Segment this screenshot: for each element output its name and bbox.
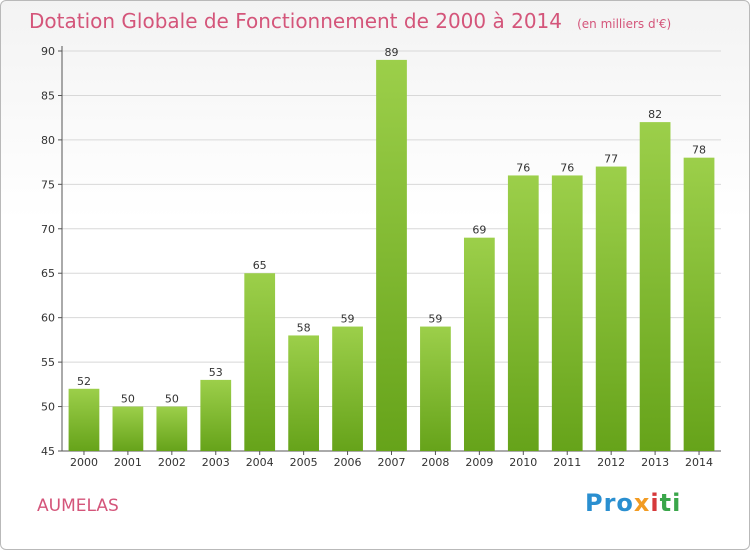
bar-2008[interactable] xyxy=(420,326,451,451)
x-tick-label-2013: 2013 xyxy=(641,456,669,469)
value-label-2008: 59 xyxy=(428,313,442,326)
logo-part-3: i xyxy=(650,489,660,517)
chart-title-row: Dotation Globale de Fonctionnement de 20… xyxy=(29,9,671,33)
value-label-2001: 50 xyxy=(121,393,135,406)
x-tick-label-2012: 2012 xyxy=(597,456,625,469)
x-tick-label-2001: 2001 xyxy=(114,456,142,469)
bar-2004[interactable] xyxy=(244,273,276,451)
y-tick-label: 90 xyxy=(41,45,55,58)
value-label-2002: 50 xyxy=(165,393,179,406)
value-label-2003: 53 xyxy=(209,366,223,379)
proxiti-logo[interactable]: Proxiti xyxy=(585,489,681,517)
x-tick-label-2000: 2000 xyxy=(70,456,98,469)
value-label-2005: 58 xyxy=(297,321,311,334)
value-label-2006: 59 xyxy=(341,313,355,326)
x-tick-label-2003: 2003 xyxy=(202,456,230,469)
x-tick-label-2006: 2006 xyxy=(334,456,362,469)
bar-2010[interactable] xyxy=(507,175,539,451)
bar-2005[interactable] xyxy=(288,335,320,451)
value-label-2000: 52 xyxy=(77,375,91,388)
x-tick-label-2005: 2005 xyxy=(290,456,318,469)
value-label-2012: 77 xyxy=(604,153,618,166)
y-tick-label: 65 xyxy=(41,267,55,280)
x-tick-label-2002: 2002 xyxy=(158,456,186,469)
bar-2011[interactable] xyxy=(551,175,583,451)
y-tick-label: 80 xyxy=(41,134,55,147)
x-tick-label-2007: 2007 xyxy=(378,456,406,469)
value-label-2014: 78 xyxy=(692,144,706,157)
value-label-2007: 89 xyxy=(385,46,399,59)
bar-2006[interactable] xyxy=(332,326,363,451)
chart-title: Dotation Globale de Fonctionnement de 20… xyxy=(29,9,562,33)
axis-layer: 45 50 55 60 65 70 75 80 85 90 2000 2001 2002 2003 2004… xyxy=(41,45,721,469)
x-tick-label-2014: 2014 xyxy=(685,456,713,469)
bar-layer xyxy=(68,59,715,452)
y-tick-label: 75 xyxy=(41,178,55,191)
value-label-2009: 69 xyxy=(472,224,486,237)
chart-unit: (en milliers d'€) xyxy=(577,17,672,31)
x-tick-label-2009: 2009 xyxy=(465,456,493,469)
y-tick-label: 70 xyxy=(41,223,55,236)
value-label-2004: 65 xyxy=(253,259,267,272)
bar-2000[interactable] xyxy=(68,388,100,451)
bar-2012[interactable] xyxy=(595,166,627,452)
logo-part-4: ti xyxy=(659,489,682,517)
y-tick-label: 60 xyxy=(41,312,55,325)
value-label-2010: 76 xyxy=(516,161,530,174)
y-tick-label: 55 xyxy=(41,356,55,369)
y-tick-label: 45 xyxy=(41,445,55,458)
logo-part-2: x xyxy=(633,489,651,517)
bar-2007[interactable] xyxy=(376,59,407,452)
bar-2001[interactable] xyxy=(112,406,144,451)
x-tick-label-2008: 2008 xyxy=(421,456,449,469)
bar-2002[interactable] xyxy=(156,406,188,451)
x-tick-label-2004: 2004 xyxy=(246,456,274,469)
logo-part-1: Pro xyxy=(585,489,634,517)
bar-2014[interactable] xyxy=(683,157,715,451)
bar-2009[interactable] xyxy=(463,237,495,451)
x-tick-label-2011: 2011 xyxy=(553,456,581,469)
y-tick-label: 50 xyxy=(41,401,55,414)
value-label-2011: 76 xyxy=(560,161,574,174)
commune-name: AUMELAS xyxy=(37,496,119,516)
x-tick-label-2010: 2010 xyxy=(509,456,537,469)
y-tick-label: 85 xyxy=(41,89,55,102)
bar-2013[interactable] xyxy=(639,122,671,451)
bar-2003[interactable] xyxy=(200,379,232,451)
value-label-2013: 82 xyxy=(648,108,662,121)
label-layer: 52 50 50 53 65 58 59 89 59 69 76 76 77 82 78 xyxy=(77,46,706,406)
